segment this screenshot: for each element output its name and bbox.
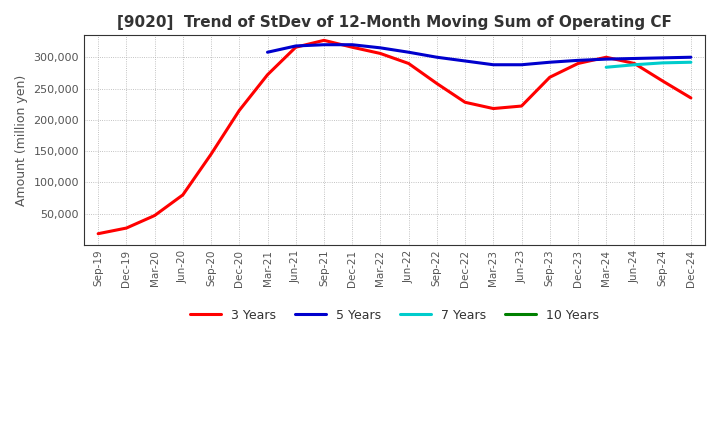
7 Years bbox=[687, 59, 696, 65]
5 Years bbox=[687, 55, 696, 60]
3 Years bbox=[292, 44, 300, 50]
5 Years bbox=[658, 55, 667, 60]
3 Years bbox=[94, 231, 102, 236]
3 Years bbox=[122, 225, 131, 231]
Legend: 3 Years, 5 Years, 7 Years, 10 Years: 3 Years, 5 Years, 7 Years, 10 Years bbox=[185, 304, 604, 327]
3 Years bbox=[264, 72, 272, 77]
Line: 3 Years: 3 Years bbox=[98, 40, 691, 234]
5 Years bbox=[546, 59, 554, 65]
3 Years bbox=[179, 192, 187, 198]
5 Years bbox=[405, 50, 413, 55]
5 Years bbox=[517, 62, 526, 67]
3 Years bbox=[546, 75, 554, 80]
Line: 7 Years: 7 Years bbox=[606, 62, 691, 67]
5 Years bbox=[292, 43, 300, 48]
3 Years bbox=[348, 44, 356, 50]
7 Years bbox=[630, 62, 639, 67]
Title: [9020]  Trend of StDev of 12-Month Moving Sum of Operating CF: [9020] Trend of StDev of 12-Month Moving… bbox=[117, 15, 672, 30]
3 Years bbox=[376, 51, 384, 56]
5 Years bbox=[264, 50, 272, 55]
3 Years bbox=[517, 103, 526, 109]
3 Years bbox=[489, 106, 498, 111]
5 Years bbox=[602, 56, 611, 62]
Y-axis label: Amount (million yen): Amount (million yen) bbox=[15, 74, 28, 206]
3 Years bbox=[461, 99, 469, 105]
5 Years bbox=[461, 59, 469, 64]
3 Years bbox=[658, 78, 667, 84]
3 Years bbox=[433, 81, 441, 86]
3 Years bbox=[687, 95, 696, 101]
5 Years bbox=[376, 45, 384, 51]
7 Years bbox=[658, 60, 667, 66]
5 Years bbox=[630, 56, 639, 61]
5 Years bbox=[320, 42, 328, 48]
3 Years bbox=[150, 213, 159, 218]
3 Years bbox=[574, 61, 582, 66]
5 Years bbox=[574, 58, 582, 63]
3 Years bbox=[207, 152, 215, 157]
5 Years bbox=[433, 55, 441, 60]
3 Years bbox=[630, 61, 639, 66]
5 Years bbox=[348, 42, 356, 48]
3 Years bbox=[405, 61, 413, 66]
5 Years bbox=[489, 62, 498, 67]
3 Years bbox=[602, 55, 611, 60]
Line: 5 Years: 5 Years bbox=[268, 45, 691, 65]
7 Years bbox=[602, 65, 611, 70]
3 Years bbox=[320, 38, 328, 43]
3 Years bbox=[235, 108, 243, 113]
